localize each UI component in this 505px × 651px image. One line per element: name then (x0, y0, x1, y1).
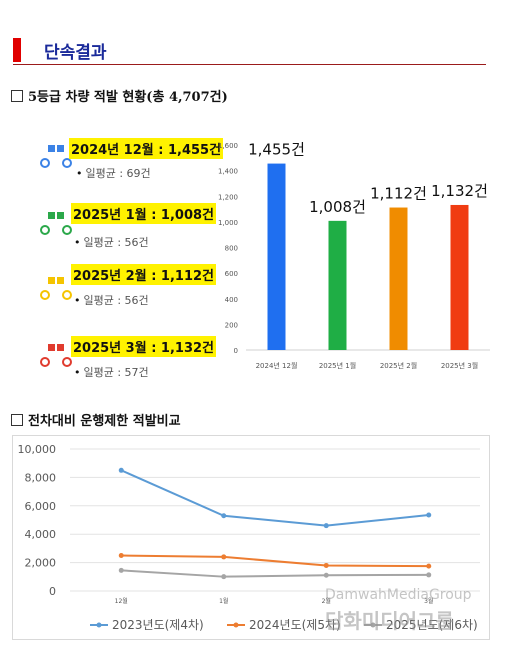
y-tick-label: 200 (225, 321, 238, 329)
y-tick-label: 1,200 (218, 193, 238, 201)
checkbox-square-icon (11, 414, 23, 426)
section1-title: 5등급 차량 적발 현황(총 4,707건) (28, 90, 228, 105)
daily-average: • 일평균 : 56건 (74, 236, 149, 249)
data-label: 1,112건 (370, 185, 427, 203)
y-tick-label: 1,400 (218, 168, 238, 176)
month-label: 2024년 12월 : 1,455건 (69, 138, 224, 159)
daily-average: • 일평균 : 69건 (76, 167, 151, 180)
legend-marker (96, 622, 102, 628)
x-tick-label: 2월 (322, 597, 331, 605)
bar (450, 204, 469, 350)
data-point (221, 513, 227, 519)
x-tick-label: 12월 (115, 597, 128, 605)
data-point (426, 572, 432, 578)
legend-marker (370, 622, 376, 628)
daily-average: • 일평균 : 56건 (74, 294, 149, 307)
header-divider (13, 64, 486, 65)
month-label: 2025년 2월 : 1,112건 (71, 264, 217, 285)
watermark-korean: 담화미디어그룹 (325, 609, 454, 633)
y-tick-label: 10,000 (18, 443, 57, 456)
car-icon (36, 142, 76, 168)
header-accent-bar (13, 38, 21, 62)
page-title: 단속결과 (44, 43, 107, 63)
section2-heading: 전차대비 운행제한 적발비교 (11, 410, 181, 429)
car-icon (36, 341, 76, 367)
series-line (121, 569, 429, 578)
y-tick-label: 1,600 (218, 142, 238, 150)
y-tick-label: 0 (49, 585, 56, 598)
circle-red (20, 322, 92, 384)
daily-average: • 일평균 : 57건 (74, 366, 149, 379)
x-tick-label: 2025년 1월 (319, 361, 356, 370)
y-tick-label: 0 (234, 347, 238, 355)
line-chart: 0 2,000 4,000 6,000 8,000 10,000 12월 1월 2월 3월 2023… (12, 435, 490, 640)
x-tick-label: 1월 (219, 597, 228, 605)
month-label: 2025년 3월 : 1,132건 (71, 336, 217, 357)
chart-frame (12, 435, 490, 640)
bar (267, 163, 286, 350)
x-tick-label: 2025년 2월 (380, 361, 417, 370)
y-tick-label: 6,000 (25, 500, 57, 513)
data-point (221, 554, 227, 560)
data-point (426, 563, 432, 569)
data-point (221, 574, 227, 580)
watermark-english: DamwahMediaGroup (325, 587, 472, 603)
section2-title: 전차대비 운행제한 적발비교 (28, 414, 181, 429)
legend-label: 2025년도(제6차) (386, 618, 478, 632)
checkbox-square-icon (11, 90, 23, 102)
bar-chart: 0 200 400 600 800 1,000 1,200 1,400 1,600 1,455건 2… (218, 141, 490, 370)
car-icon (36, 274, 76, 300)
data-label: 1,132건 (431, 182, 488, 200)
section1-heading: 5등급 차량 적발 현황(총 4,707건) (11, 86, 228, 105)
y-tick-label: 2,000 (25, 557, 57, 570)
y-tick-label: 600 (225, 270, 238, 278)
data-point (426, 512, 432, 518)
data-point (118, 567, 124, 573)
car-icon (36, 209, 76, 235)
legend-label: 2023년도(제4차) (112, 618, 204, 632)
y-tick-label: 1,000 (218, 219, 238, 227)
data-label: 1,008건 (309, 198, 366, 216)
data-label: 1,455건 (248, 141, 305, 159)
series-line (121, 554, 429, 568)
y-tick-label: 400 (225, 296, 238, 304)
data-point (323, 572, 329, 578)
legend-marker (233, 622, 239, 628)
y-tick-label: 8,000 (25, 471, 57, 484)
x-tick-label: 2024년 12월 (256, 361, 298, 370)
legend-label: 2024년도(제5차) (249, 618, 341, 632)
data-point (118, 467, 124, 473)
circle-green (20, 190, 92, 252)
y-tick-label: 800 (225, 245, 238, 253)
x-tick-label: 3월 (424, 597, 433, 605)
x-tick-label: 2025년 3월 (441, 361, 478, 370)
series-line (120, 469, 429, 527)
data-point (118, 553, 124, 558)
bar (328, 220, 347, 350)
circle-yellow (20, 255, 92, 317)
circle-blue (20, 123, 92, 185)
bar (389, 207, 408, 350)
data-point (323, 562, 329, 568)
y-tick-label: 4,000 (25, 528, 57, 541)
data-point (323, 523, 329, 529)
month-label: 2025년 1월 : 1,008건 (71, 203, 217, 224)
